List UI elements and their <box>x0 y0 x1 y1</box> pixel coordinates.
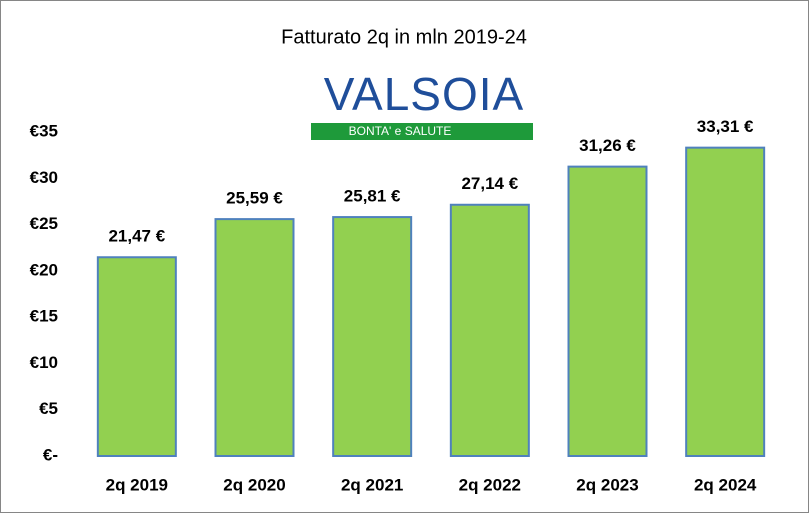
bar <box>567 165 648 458</box>
bar <box>449 203 530 457</box>
x-tick-label: 2q 2019 <box>106 475 168 494</box>
x-tick-label: 2q 2023 <box>576 475 638 494</box>
y-tick-label: €- <box>43 445 58 464</box>
value-label: 31,26 € <box>579 136 636 155</box>
bar <box>332 216 413 457</box>
x-tick-label: 2q 2024 <box>694 475 757 494</box>
bar <box>96 256 177 457</box>
value-label: 33,31 € <box>697 117 754 136</box>
y-tick-label: €20 <box>30 260 58 279</box>
logo-tagline: BONTA' e SALUTE <box>349 124 452 138</box>
logo-band <box>311 123 533 140</box>
value-label: 25,81 € <box>344 187 401 206</box>
y-tick-label: €5 <box>39 399 58 418</box>
chart-title: Fatturato 2q in mln 2019-24 <box>281 26 527 48</box>
value-label: 25,59 € <box>226 189 283 208</box>
y-tick-label: €35 <box>30 121 58 140</box>
y-tick-label: €10 <box>30 353 58 372</box>
x-tick-label: 2q 2021 <box>341 475 403 494</box>
value-label: 27,14 € <box>461 174 518 193</box>
value-label: 21,47 € <box>108 227 165 246</box>
logo-name: VALSOIA <box>324 68 524 120</box>
y-tick-label: €30 <box>30 168 58 187</box>
x-tick-label: 2q 2022 <box>459 475 521 494</box>
bar <box>214 218 295 457</box>
bar <box>685 146 766 458</box>
y-tick-label: €25 <box>30 214 58 233</box>
y-tick-label: €15 <box>30 307 58 326</box>
x-tick-label: 2q 2020 <box>223 475 285 494</box>
